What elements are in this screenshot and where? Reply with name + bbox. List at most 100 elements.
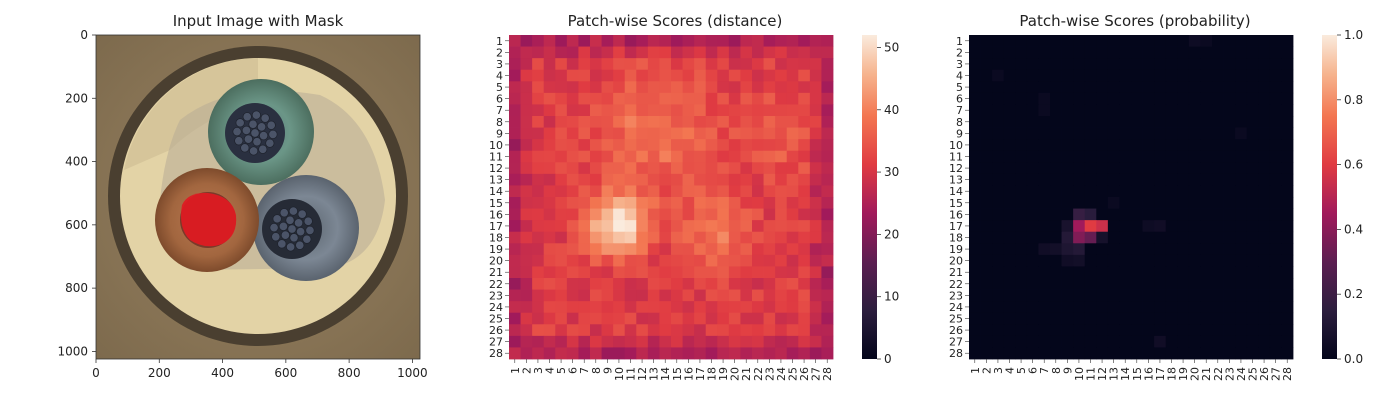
wire-strand [249,146,259,156]
heatmap-cell [740,347,753,360]
heatmap-cell [1223,197,1236,209]
heatmap-cell [1212,139,1224,152]
heatmap-cell [647,266,660,279]
heatmap-cell [636,46,649,59]
heatmap-cell [1142,185,1155,198]
heatmap-cell [647,220,660,233]
heatmap-cell [992,46,1005,59]
wire-strand [288,206,298,216]
heatmap-cell [1096,278,1109,290]
heatmap-cell [1119,324,1132,337]
heatmap-cell [728,312,741,325]
heatmap-cell [1165,324,1178,337]
heatmap-cell [980,116,993,128]
heatmap-cell [1003,335,1016,348]
heatmap-cell [1142,197,1155,209]
heatmap-cell [1026,46,1039,59]
heatmap-cell [717,185,730,198]
heatmap-cell [775,127,788,140]
heatmap-cell [659,266,672,279]
heatmap-cell [671,69,683,82]
heatmap-cell [1142,46,1155,59]
heatmap-cell [578,335,591,348]
heatmap-cell [809,69,822,82]
heatmap-cell [682,92,695,105]
heatmap-cell [671,139,683,152]
heatmap-cell [1061,185,1074,198]
heatmap-cell [717,46,730,59]
heatmap-cell [1212,220,1224,233]
heatmap-cell [647,116,660,128]
heatmap-cell [1026,278,1039,290]
heatmap-cell [1258,266,1271,279]
heatmap-cell [775,231,788,244]
heatmap-cell [636,324,649,337]
heatmap-cell [740,208,753,221]
heatmap-cell [728,81,741,94]
heatmap-cell [566,92,579,105]
heatmap-cell [1165,347,1178,360]
heatmap-cell [969,69,981,82]
heatmap-ytick-label: 16 [949,208,963,221]
heatmap-cell [532,231,545,244]
heatmap-cell [717,173,730,186]
heatmap-cell [969,58,981,71]
heatmap-cell [520,81,533,94]
heatmap-cell [1269,347,1282,360]
heatmap-ytick-label: 18 [949,232,963,245]
heatmap-cell [624,301,637,314]
heatmap-cell [763,104,776,117]
heatmap-cell [520,185,533,198]
heatmap-cell [1188,92,1201,105]
heatmap-cell [647,278,660,290]
heatmap-ytick-label: 28 [489,347,503,360]
heatmap-cell [578,162,591,175]
heatmap-cell [1107,127,1120,140]
heatmap-cell [1258,127,1271,140]
wire-strand [296,227,306,237]
heatmap-cell [705,312,718,325]
heatmap-cell [1188,46,1201,59]
heatmap-ytick-label: 27 [949,336,963,349]
heatmap-cell [798,69,811,82]
heatmap-cell [705,266,718,279]
heatmap-cell [1131,104,1143,117]
heatmap-cell [980,104,993,117]
heatmap-cell [1107,301,1120,314]
heatmap-cell [1050,35,1062,47]
heatmap-cell [601,150,614,163]
heatmap-cell [798,150,811,163]
heatmap-cell [671,35,683,47]
heatmap-cell [752,35,764,47]
panel3-title: Patch-wise Scores (probability) [1019,12,1250,30]
heatmap-cell [798,173,811,186]
heatmap-cell [1142,208,1155,221]
heatmap-cell [1073,35,1086,47]
heatmap-cell [682,289,695,302]
heatmap-ytick-label: 24 [489,301,503,314]
heatmap-cell [821,301,834,314]
heatmap-cell [1131,312,1143,325]
heatmap-cell [1188,197,1201,209]
heatmap-cell [992,220,1005,233]
heatmap-cell [555,231,568,244]
heatmap-cell [682,243,695,256]
heatmap-cell [1003,92,1016,105]
heatmap-cell [578,278,591,290]
heatmap-cell [752,289,764,302]
heatmap-cell [624,347,637,360]
heatmap-cell [543,173,556,186]
heatmap-cell [1269,335,1282,348]
heatmap-cell [1015,58,1028,71]
heatmap-cell [1038,197,1051,209]
heatmap-cell [520,312,533,325]
heatmap-cell [1015,231,1028,244]
heatmap-cell [740,139,753,152]
heatmap-cell [740,289,753,302]
heatmap-cell [786,162,799,175]
heatmap-cell [1200,231,1213,244]
heatmap-cell [578,231,591,244]
heatmap-cell [1119,231,1132,244]
heatmap-cell [566,150,579,163]
heatmap-ytick-label: 10 [489,139,503,152]
